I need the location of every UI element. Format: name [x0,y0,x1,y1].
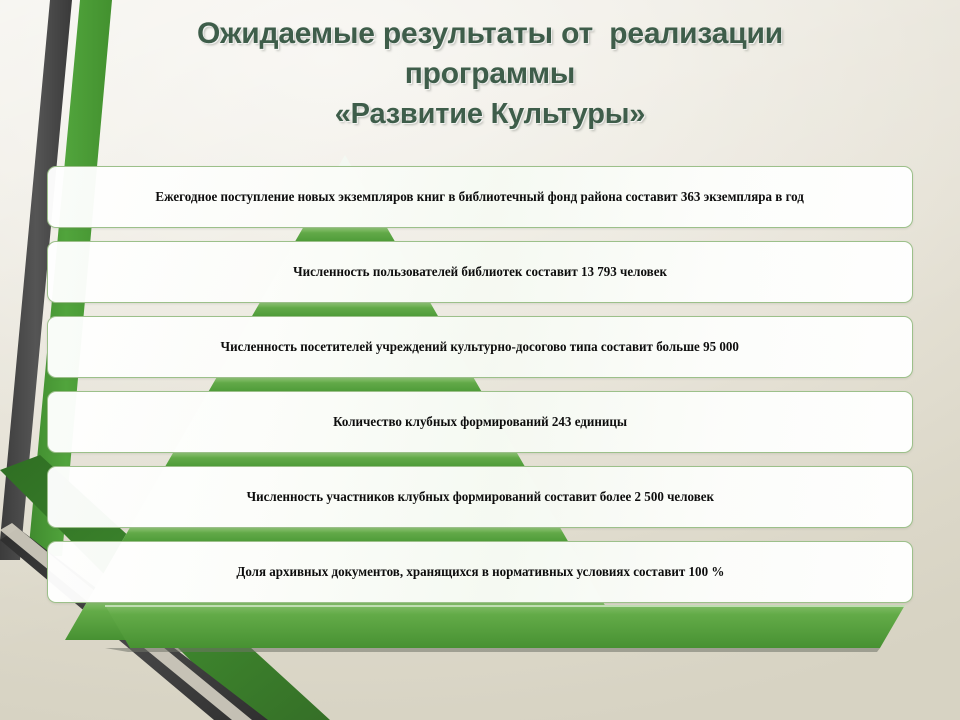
result-text-6: Доля архивных документов, хранящихся в н… [235,564,724,580]
result-text-5: Численность участников клубных формирова… [246,489,714,505]
title-line-2: программы [404,57,576,90]
result-text-1: Ежегодное поступление новых экземпляров … [155,189,805,205]
result-box-2[interactable]: Численность пользователей библиотек сост… [47,241,913,303]
result-box-1[interactable]: Ежегодное поступление новых экземпляров … [47,166,913,228]
page-title: Ожидаемые результаты от реализации прогр… [140,14,840,134]
result-text-3: Численность посетителей учреждений культ… [220,339,740,355]
title-line-1: Ожидаемые результаты от реализации [197,17,783,50]
result-text-4: Количество клубных формирований 243 един… [332,414,627,430]
result-box-6[interactable]: Доля архивных документов, хранящихся в н… [47,541,913,603]
result-text-2: Численность пользователей библиотек сост… [293,264,667,280]
result-box-4[interactable]: Количество клубных формирований 243 един… [47,391,913,453]
result-box-3[interactable]: Численность посетителей учреждений культ… [47,316,913,378]
title-line-3: «Развитие Культуры» [334,98,646,130]
result-box-5[interactable]: Численность участников клубных формирова… [47,466,913,528]
